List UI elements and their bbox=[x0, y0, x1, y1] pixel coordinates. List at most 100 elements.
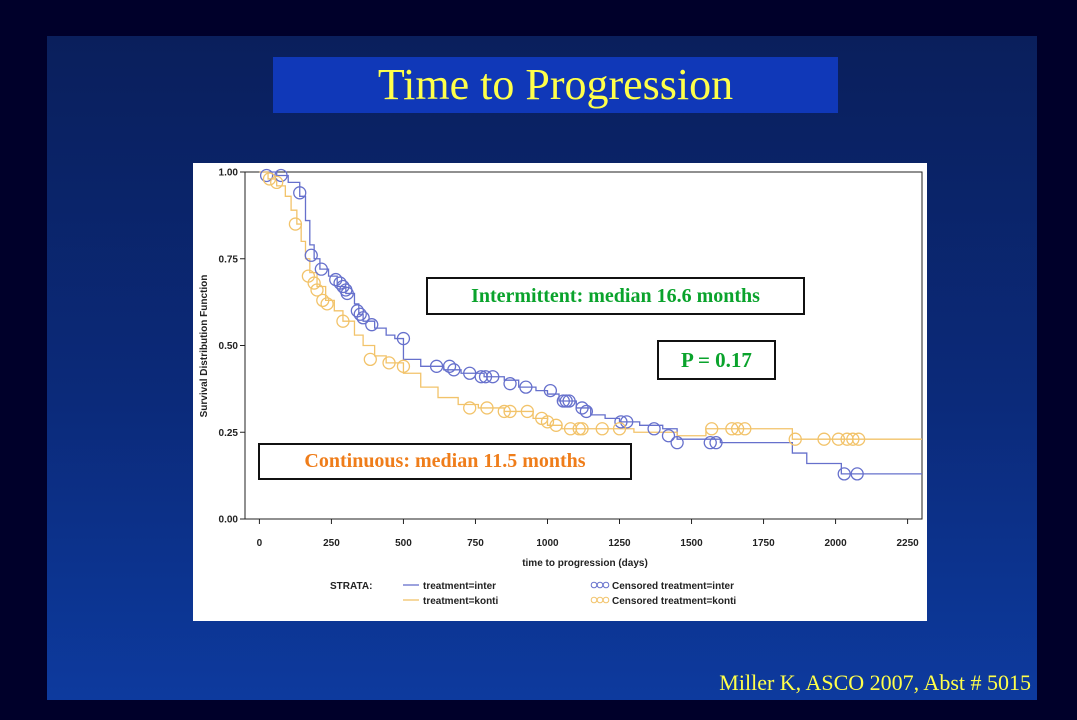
legend-entry-label: Censored treatment=konti bbox=[612, 596, 736, 607]
censor-marker-konti bbox=[851, 432, 866, 446]
censor-marker-konti bbox=[262, 172, 277, 186]
censor-marker-konti bbox=[738, 422, 752, 436]
censor-marker-inter bbox=[850, 467, 864, 481]
x-tick-label: 250 bbox=[323, 538, 340, 549]
censor-marker-inter bbox=[304, 248, 318, 262]
censor-marker-inter bbox=[329, 272, 343, 287]
pvalue-box: P = 0.17 bbox=[657, 340, 776, 380]
x-tick-label: 1500 bbox=[680, 538, 703, 549]
censor-marker-konti bbox=[288, 217, 303, 231]
censor-marker-inter bbox=[837, 467, 851, 481]
censor-marker-inter bbox=[620, 415, 634, 429]
legend-censor-swatch-konti bbox=[590, 596, 598, 604]
censor-marker-inter bbox=[356, 311, 370, 325]
censor-marker-konti bbox=[320, 297, 334, 311]
legend-censor-swatch-konti bbox=[602, 596, 610, 604]
y-tick-label: 0.75 bbox=[219, 254, 239, 265]
censor-marker-inter bbox=[519, 380, 533, 394]
censor-marker-konti bbox=[540, 415, 555, 429]
censor-marker-inter bbox=[429, 359, 444, 373]
legend-entry-label: treatment=konti bbox=[423, 596, 499, 607]
censor-marker-konti bbox=[520, 404, 534, 419]
km-chart: 0.00 0.25 0.50 0.75 1.00 0 250 500 750 1000 1250 15… bbox=[199, 168, 923, 607]
censor-marker-inter bbox=[703, 436, 717, 450]
censor-marker-inter bbox=[365, 318, 379, 332]
censor-marker-inter bbox=[314, 262, 328, 276]
censor-marker-konti bbox=[817, 432, 831, 446]
censor-marker-konti bbox=[503, 404, 517, 419]
censor-marker-inter bbox=[447, 363, 461, 377]
legend-censor-swatch-inter bbox=[596, 581, 604, 589]
citation: Miller K, ASCO 2007, Abst # 5015 bbox=[719, 670, 1031, 695]
censor-marker-konti bbox=[382, 356, 396, 370]
slide-title: Time to Progression bbox=[377, 60, 734, 109]
x-tick-label: 1250 bbox=[608, 538, 631, 549]
censor-marker-konti bbox=[549, 418, 563, 432]
censor-marker-inter bbox=[478, 370, 493, 384]
y-tick-label: 1.00 bbox=[219, 168, 239, 179]
legend-censor-swatch-inter bbox=[602, 581, 610, 589]
x-tick-label: 500 bbox=[395, 538, 412, 549]
censor-marker-inter bbox=[647, 422, 661, 436]
x-tick-label: 0 bbox=[257, 538, 263, 549]
censor-marker-inter bbox=[259, 168, 274, 183]
censor-marker-inter bbox=[543, 383, 558, 398]
censor-marker-konti bbox=[497, 404, 511, 419]
censor-marker-inter bbox=[340, 286, 354, 301]
censor-marker-inter bbox=[614, 415, 628, 429]
censor-marker-inter bbox=[293, 186, 307, 200]
censor-marker-inter bbox=[575, 401, 589, 415]
y-tick-label: 0.50 bbox=[219, 341, 239, 352]
censor-marker-konti bbox=[270, 175, 284, 190]
censor-marker-inter bbox=[559, 394, 573, 408]
x-axis-label: time to progression (days) bbox=[522, 558, 648, 569]
censor-marker-inter bbox=[579, 404, 594, 419]
x-tick-label: 1750 bbox=[752, 538, 775, 549]
censor-marker-inter bbox=[709, 436, 723, 450]
censor-marker-inter bbox=[486, 370, 500, 384]
censor-marker-inter bbox=[353, 307, 367, 321]
censor-marker-inter bbox=[562, 394, 576, 408]
censor-marker-konti bbox=[730, 422, 745, 436]
legend-strata-label: STRATA: bbox=[330, 581, 372, 592]
censor-marker-konti bbox=[336, 314, 350, 328]
censor-marker-konti bbox=[310, 283, 324, 297]
censor-marker-konti bbox=[572, 422, 586, 436]
x-tick-label: 2000 bbox=[824, 538, 847, 549]
censor-marker-konti bbox=[575, 422, 589, 436]
censor-marker-konti bbox=[788, 432, 802, 446]
censor-marker-konti bbox=[831, 432, 846, 446]
censor-marker-inter bbox=[396, 331, 411, 346]
censor-marker-inter bbox=[661, 429, 676, 443]
x-tick-label: 2250 bbox=[896, 538, 919, 549]
censor-marker-konti bbox=[316, 293, 330, 308]
km-chart-panel: 0.00 0.25 0.50 0.75 1.00 0 250 500 750 1000 1250 15… bbox=[193, 163, 927, 621]
censor-marker-konti bbox=[705, 422, 719, 436]
pvalue-label: P = 0.17 bbox=[681, 347, 752, 372]
censor-marker-konti bbox=[725, 422, 739, 436]
legend-entry-label: treatment=inter bbox=[423, 581, 496, 592]
y-tick-label: 0.00 bbox=[219, 515, 239, 526]
censor-marker-inter bbox=[336, 279, 350, 294]
censor-marker-konti bbox=[612, 422, 627, 436]
censor-marker-konti bbox=[307, 276, 321, 290]
x-tick-label: 1000 bbox=[536, 538, 559, 549]
censor-marker-konti bbox=[363, 352, 377, 367]
y-axis-label: Survival Distribution Function bbox=[199, 275, 210, 418]
continuous-median-label: Continuous: median 11.5 months bbox=[304, 450, 586, 472]
censor-marker-konti bbox=[480, 401, 494, 415]
intermittent-median-box: Intermittent: median 16.6 months bbox=[426, 277, 805, 315]
continuous-median-box: Continuous: median 11.5 months bbox=[258, 443, 632, 480]
y-tick-label: 0.25 bbox=[219, 428, 239, 439]
censor-marker-inter bbox=[442, 359, 457, 373]
censor-marker-konti bbox=[396, 359, 411, 373]
legend-entry-label: Censored treatment=inter bbox=[612, 581, 734, 592]
legend-censor-swatch-konti bbox=[596, 596, 604, 604]
x-tick-label: 750 bbox=[467, 538, 484, 549]
intermittent-median-label: Intermittent: median 16.6 months bbox=[471, 284, 760, 307]
censor-marker-konti bbox=[595, 422, 609, 436]
censor-marker-inter bbox=[670, 436, 684, 450]
censor-marker-inter bbox=[503, 377, 517, 391]
title-banner: Time to Progression bbox=[273, 57, 838, 113]
censor-marker-inter bbox=[556, 394, 570, 408]
